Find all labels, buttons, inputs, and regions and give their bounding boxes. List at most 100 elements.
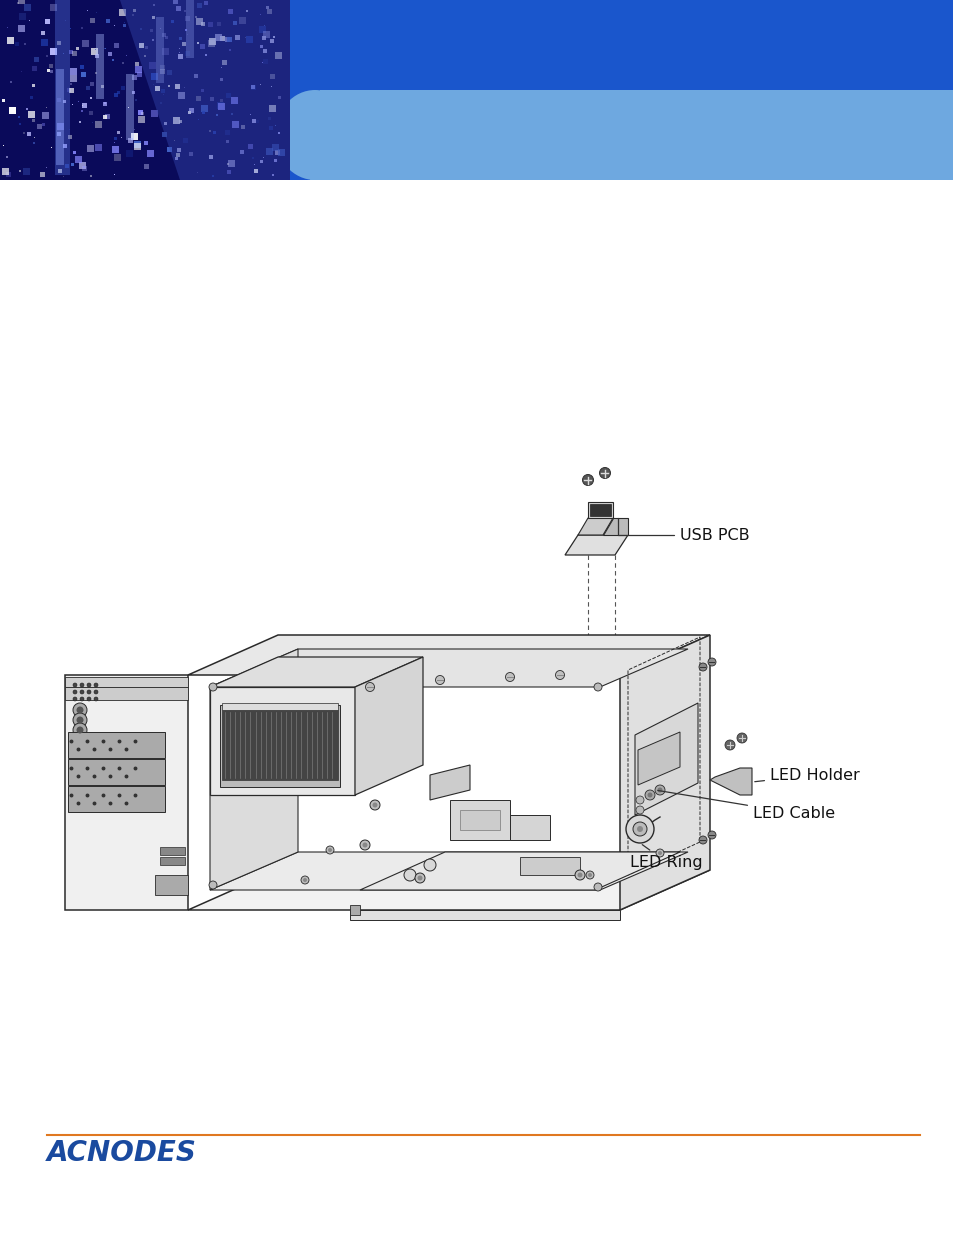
Polygon shape [132, 75, 137, 80]
Polygon shape [160, 69, 165, 74]
Polygon shape [26, 107, 28, 110]
Polygon shape [144, 164, 149, 169]
Polygon shape [122, 62, 124, 64]
Polygon shape [222, 710, 337, 781]
Polygon shape [132, 9, 136, 12]
Polygon shape [41, 40, 48, 46]
Polygon shape [63, 100, 66, 103]
Polygon shape [7, 37, 14, 44]
Polygon shape [112, 59, 113, 61]
Polygon shape [89, 111, 92, 115]
Polygon shape [37, 124, 42, 128]
Polygon shape [253, 169, 257, 173]
Circle shape [415, 873, 424, 883]
Polygon shape [204, 1, 208, 5]
Polygon shape [185, 16, 190, 21]
Polygon shape [144, 141, 148, 144]
Polygon shape [95, 144, 102, 151]
Circle shape [76, 706, 84, 714]
Polygon shape [50, 48, 57, 56]
Polygon shape [266, 6, 269, 9]
Polygon shape [602, 517, 627, 535]
Polygon shape [175, 153, 180, 157]
Polygon shape [241, 125, 245, 128]
Polygon shape [209, 156, 213, 159]
Polygon shape [212, 175, 213, 177]
Polygon shape [150, 28, 152, 32]
Polygon shape [234, 35, 240, 40]
Polygon shape [233, 21, 236, 25]
Polygon shape [135, 65, 142, 73]
Polygon shape [47, 69, 50, 72]
Polygon shape [42, 124, 45, 126]
Polygon shape [160, 65, 165, 70]
Polygon shape [0, 0, 290, 180]
Circle shape [403, 869, 416, 881]
Polygon shape [564, 535, 627, 555]
Polygon shape [141, 112, 144, 115]
Polygon shape [272, 144, 278, 151]
Polygon shape [177, 148, 181, 152]
Polygon shape [450, 800, 510, 840]
Polygon shape [152, 16, 154, 19]
Polygon shape [184, 10, 186, 12]
Circle shape [417, 876, 422, 881]
Polygon shape [350, 910, 619, 920]
Polygon shape [106, 19, 110, 23]
Polygon shape [30, 96, 33, 99]
Polygon shape [117, 91, 120, 94]
Polygon shape [251, 85, 255, 90]
Polygon shape [101, 85, 104, 88]
Polygon shape [68, 760, 165, 785]
Polygon shape [214, 35, 222, 41]
Text: ACNODES: ACNODES [47, 1139, 196, 1167]
Polygon shape [263, 59, 268, 64]
Polygon shape [154, 86, 160, 91]
Polygon shape [210, 687, 355, 795]
Polygon shape [459, 810, 499, 830]
Polygon shape [33, 142, 35, 144]
Polygon shape [277, 96, 281, 99]
Polygon shape [248, 144, 253, 149]
Circle shape [76, 726, 84, 734]
Polygon shape [24, 4, 30, 11]
Circle shape [647, 793, 652, 798]
Circle shape [94, 690, 98, 694]
Polygon shape [68, 785, 165, 811]
Polygon shape [162, 33, 166, 37]
Polygon shape [138, 116, 145, 124]
Polygon shape [119, 9, 126, 16]
Circle shape [326, 846, 334, 853]
Circle shape [594, 883, 601, 890]
Polygon shape [246, 10, 248, 12]
Circle shape [598, 468, 610, 478]
Polygon shape [113, 154, 121, 161]
Polygon shape [154, 876, 188, 895]
Polygon shape [218, 103, 225, 110]
Circle shape [328, 848, 332, 852]
Circle shape [577, 872, 582, 878]
Polygon shape [45, 19, 50, 23]
Polygon shape [274, 52, 282, 59]
Polygon shape [117, 131, 120, 135]
Polygon shape [619, 635, 709, 910]
Circle shape [73, 697, 77, 701]
Polygon shape [160, 103, 162, 104]
Polygon shape [216, 103, 224, 109]
Polygon shape [149, 62, 156, 69]
Polygon shape [152, 4, 154, 6]
Polygon shape [81, 72, 86, 77]
Polygon shape [260, 161, 263, 163]
Polygon shape [179, 37, 182, 40]
Polygon shape [270, 74, 274, 79]
Circle shape [423, 860, 436, 871]
Polygon shape [15, 42, 19, 46]
Polygon shape [69, 49, 73, 54]
Polygon shape [164, 122, 167, 125]
Polygon shape [137, 72, 142, 77]
Polygon shape [210, 657, 422, 687]
Polygon shape [28, 111, 35, 119]
Circle shape [362, 842, 367, 847]
Polygon shape [103, 103, 107, 106]
Polygon shape [174, 157, 178, 161]
